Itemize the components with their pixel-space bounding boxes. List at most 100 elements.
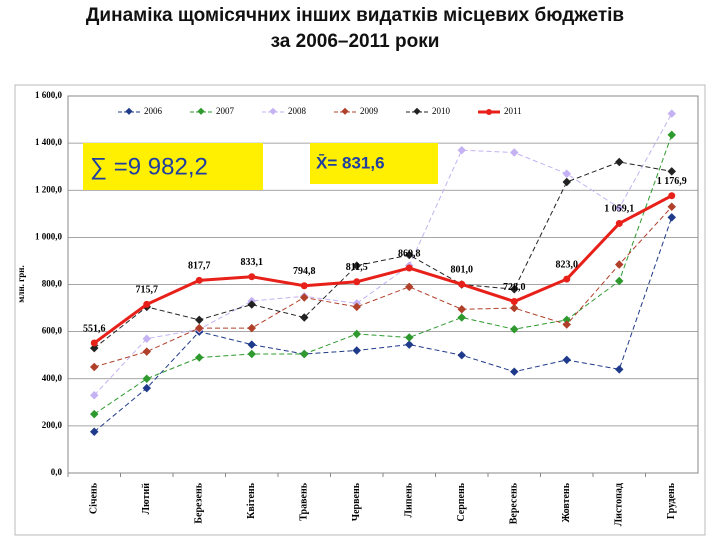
point <box>405 264 413 272</box>
series-line <box>93 161 672 349</box>
point <box>405 340 414 349</box>
y-tick-label: 800,0 <box>42 279 63 289</box>
point <box>510 284 519 294</box>
series-line <box>93 134 673 415</box>
legend-label: 2011 <box>504 106 522 116</box>
point <box>142 374 151 383</box>
point <box>563 275 571 283</box>
x-tick-label: Листопад <box>614 483 625 526</box>
data-label: 728,0 <box>503 282 526 293</box>
x-tick-label: Серпень <box>456 482 467 521</box>
chart-subtitle: за 2006–2011 роки <box>271 31 440 52</box>
data-label: 1 059,1 <box>604 204 634 215</box>
point <box>90 362 99 372</box>
legend-marker <box>269 107 277 115</box>
point <box>562 355 571 365</box>
point <box>143 300 151 308</box>
data-label: 551,6 <box>83 323 106 334</box>
data-label: 833,1 <box>241 257 264 268</box>
y-tick-label: 1 200,0 <box>35 184 63 194</box>
y-tick-label: 600,0 <box>42 326 63 336</box>
point <box>615 365 624 374</box>
x-tick-label: Травень <box>299 482 310 520</box>
point <box>90 339 98 347</box>
point <box>457 304 466 314</box>
point <box>90 343 99 353</box>
point <box>142 347 151 356</box>
x-tick-label: Березень <box>194 482 205 523</box>
point <box>195 315 204 325</box>
point <box>510 303 519 313</box>
point <box>195 276 203 284</box>
point <box>352 261 361 270</box>
chart-title: Динаміка щомісячних інших видатків місце… <box>86 5 624 26</box>
y-axis-label: млн. грн. <box>16 265 26 302</box>
x-tick-label: Квітень <box>246 482 257 519</box>
data-label: 801,0 <box>451 265 474 276</box>
point <box>562 315 571 325</box>
annotation-box <box>83 143 263 190</box>
y-tick-label: 1 600,0 <box>35 90 63 100</box>
point <box>510 325 519 334</box>
data-label: 715,7 <box>136 285 159 296</box>
legend-marker <box>486 109 492 115</box>
point <box>247 340 256 349</box>
x-tick-label: Січень <box>89 482 100 514</box>
point <box>90 409 99 419</box>
point <box>457 145 466 155</box>
series-line <box>93 217 673 433</box>
point <box>142 383 151 393</box>
point <box>615 219 623 227</box>
x-tick-label: Жовтень <box>561 482 572 522</box>
point <box>405 282 414 292</box>
x-tick-label: Лютий <box>141 483 152 515</box>
legend-label: 2008 <box>288 106 307 116</box>
legend-marker <box>125 107 133 115</box>
y-tick-label: 400,0 <box>42 373 63 383</box>
point <box>352 302 361 312</box>
point <box>195 323 204 333</box>
point <box>300 313 309 322</box>
point <box>300 293 309 302</box>
annotation-box <box>310 143 438 184</box>
data-label: 811,5 <box>346 262 368 273</box>
legend-marker <box>197 107 205 115</box>
point <box>405 250 414 260</box>
data-label: 817,7 <box>188 261 211 272</box>
point <box>510 367 519 376</box>
y-tick-label: 1 000,0 <box>35 231 63 241</box>
point <box>300 282 308 290</box>
annotation: ∑ =9 982,2 <box>90 153 208 180</box>
point <box>142 334 151 343</box>
point <box>195 353 204 362</box>
y-tick-label: 0,0 <box>51 467 63 477</box>
point <box>248 273 256 281</box>
point <box>458 280 466 288</box>
point <box>247 300 256 309</box>
legend-marker <box>341 107 349 115</box>
point <box>562 320 571 329</box>
data-label: 794,8 <box>293 266 316 277</box>
point <box>405 333 414 342</box>
point <box>247 323 256 333</box>
x-tick-label: Червень <box>351 482 362 521</box>
series-line <box>93 113 673 396</box>
data-label: 823,0 <box>556 259 579 270</box>
legend-label: 2010 <box>432 106 451 116</box>
point <box>510 297 518 305</box>
point <box>90 391 99 400</box>
data-label: 869,8 <box>398 248 421 259</box>
point <box>90 427 99 437</box>
point <box>352 346 361 355</box>
legend-label: 2006 <box>144 106 163 116</box>
x-tick-label: Вересень <box>509 482 520 524</box>
y-tick-label: 200,0 <box>42 420 63 430</box>
point <box>615 276 624 286</box>
series-line <box>94 206 673 368</box>
point <box>352 329 361 339</box>
data-label: 1 176,9 <box>657 176 687 187</box>
x-tick-label: Грудень <box>666 482 677 519</box>
point <box>615 260 624 269</box>
point <box>668 192 676 200</box>
